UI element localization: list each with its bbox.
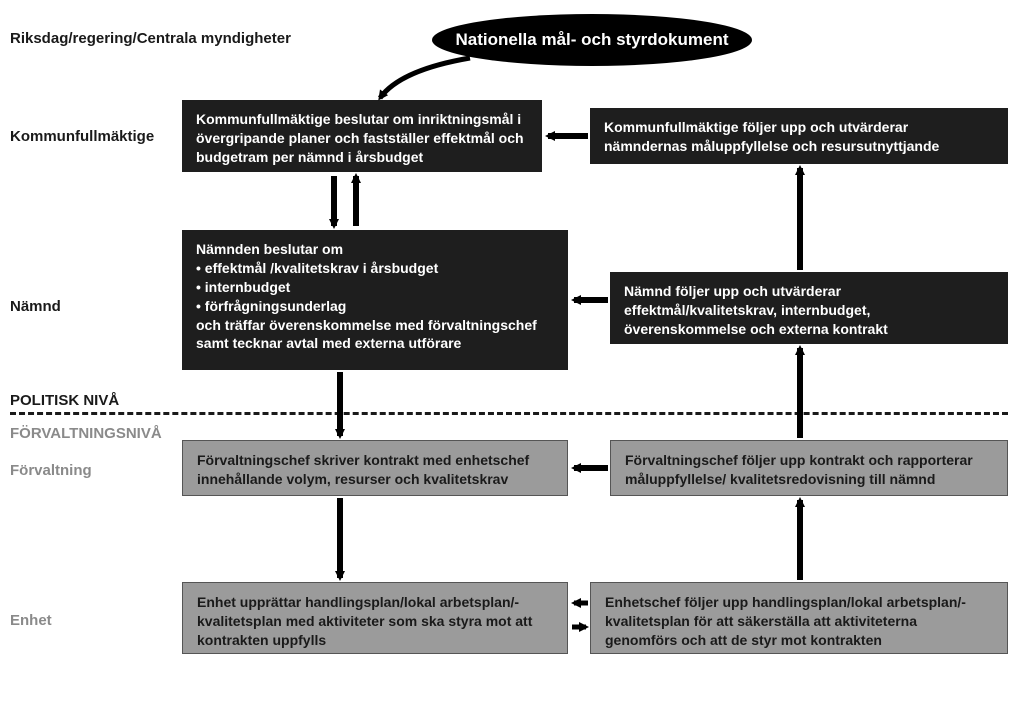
label-forvaltning: Förvaltning: [10, 462, 92, 480]
box-enhet-left: Enhet upprättar handlingsplan/lokal arbe…: [182, 582, 568, 654]
box-forvaltning-left: Förvaltningschef skriver kontrakt med en…: [182, 440, 568, 496]
namnd-outro: och träffar överenskommelse med förvaltn…: [196, 316, 554, 354]
box-namnd-right-text: Nämnd följer upp och utvärderar effektmå…: [624, 283, 888, 337]
namnd-bullet-2: internbudget: [196, 278, 554, 297]
box-enhet-right-text: Enhetschef följer upp handlingsplan/loka…: [605, 594, 966, 648]
label-forvaltningsniva: FÖRVALTNINGSNIVÅ: [10, 425, 162, 443]
namnd-bullet-1: effektmål /kvalitetskrav i årsbudget: [196, 259, 554, 278]
label-politisk-niva: POLITISK NIVÅ: [10, 392, 119, 410]
box-namnd-left: Nämnden beslutar om effektmål /kvalitets…: [182, 230, 568, 370]
namnd-bullet-3: förfrågningsunderlag: [196, 297, 554, 316]
box-enhet-left-text: Enhet upprättar handlingsplan/lokal arbe…: [197, 594, 532, 648]
namnd-bullets: effektmål /kvalitetskrav i årsbudget int…: [196, 259, 554, 316]
label-riksdag: Riksdag/regering/Centrala myndigheter: [10, 30, 291, 48]
box-forvaltning-right-text: Förvaltningschef följer upp kontrakt och…: [625, 452, 973, 487]
label-kommunfullmaktige: Kommunfullmäktige: [10, 128, 154, 146]
label-namnd: Nämnd: [10, 298, 61, 316]
box-forvaltning-right: Förvaltningschef följer upp kontrakt och…: [610, 440, 1008, 496]
divider-dashed: [10, 412, 1008, 415]
ellipse-text: Nationella mål- och styrdokument: [456, 30, 729, 50]
box-kommun-left: Kommunfullmäktige beslutar om inriktning…: [182, 100, 542, 172]
box-enhet-right: Enhetschef följer upp handlingsplan/loka…: [590, 582, 1008, 654]
box-kommun-left-text: Kommunfullmäktige beslutar om inriktning…: [196, 111, 524, 165]
ellipse-national-goals: Nationella mål- och styrdokument: [432, 14, 752, 66]
box-kommun-right: Kommunfullmäktige följer upp och utvärde…: [590, 108, 1008, 164]
namnd-intro: Nämnden beslutar om: [196, 240, 554, 259]
box-forvaltning-left-text: Förvaltningschef skriver kontrakt med en…: [197, 452, 529, 487]
box-kommun-right-text: Kommunfullmäktige följer upp och utvärde…: [604, 119, 939, 154]
box-namnd-right: Nämnd följer upp och utvärderar effektmå…: [610, 272, 1008, 344]
label-enhet: Enhet: [10, 612, 52, 630]
